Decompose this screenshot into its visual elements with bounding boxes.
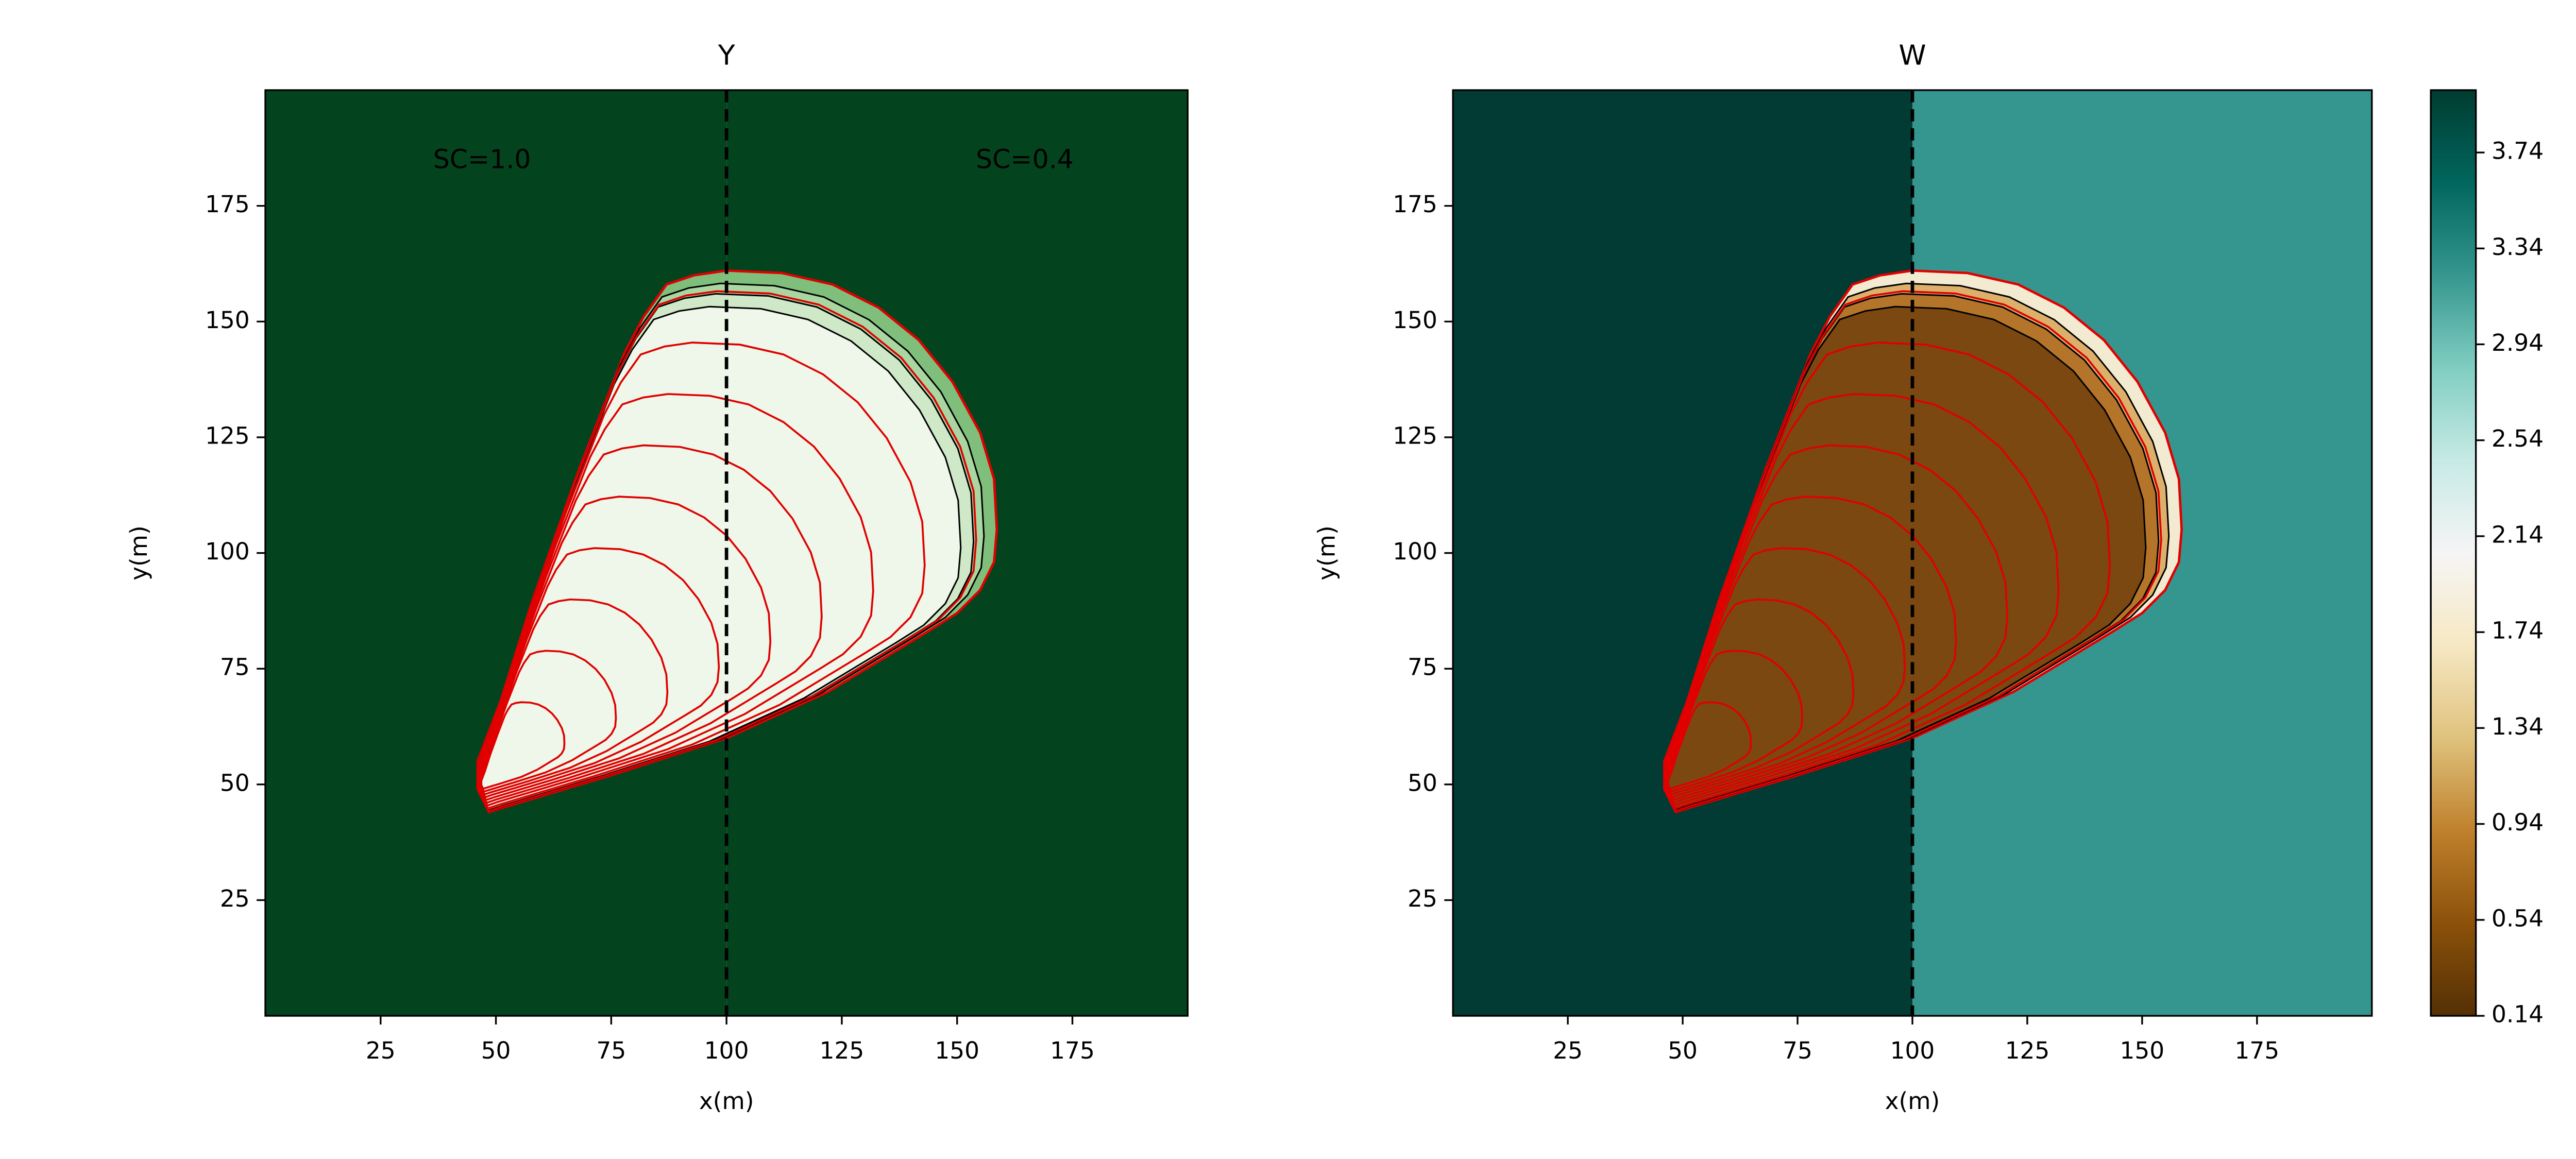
colorbar-tick-label: 2.54	[2492, 425, 2544, 452]
x-tick-label: 75	[1783, 1037, 1812, 1064]
y-tick-label: 125	[1393, 422, 1437, 449]
annotation: SC=1.0	[433, 144, 531, 174]
x-tick-label: 175	[2234, 1037, 2279, 1064]
perimeter-contour	[480, 650, 617, 793]
colorbar-tick-label: 2.14	[2492, 521, 2544, 548]
y-tick-label: 175	[205, 191, 250, 218]
perimeter-contour	[479, 598, 669, 796]
burn-region	[1664, 305, 2147, 811]
x-tick-label: 100	[1890, 1037, 1935, 1064]
y-tick-label: 150	[1393, 306, 1437, 334]
colorbar-tick-label: 0.94	[2492, 809, 2544, 836]
perimeter-contour	[1665, 496, 1957, 802]
perimeter-contour	[1664, 393, 2060, 807]
y-tick-label: 25	[1408, 885, 1437, 912]
x-axis-label: x(m)	[1885, 1087, 1940, 1115]
x-tick-label: 25	[366, 1037, 396, 1064]
y-tick-label: 50	[1408, 769, 1437, 796]
burn-region	[477, 305, 962, 811]
perimeter-contour	[1666, 598, 1855, 796]
x-tick-label: 125	[2005, 1037, 2050, 1064]
y-tick-label: 100	[205, 538, 250, 565]
colorbar	[2430, 89, 2477, 1017]
colorbar-tick-label: 1.34	[2492, 713, 2544, 740]
x-tick-label: 50	[481, 1037, 511, 1064]
perimeter-contour	[479, 547, 720, 798]
y-tick-label: 100	[1393, 538, 1437, 565]
annotation: SC=0.4	[976, 144, 1074, 174]
perimeter-contour	[1663, 290, 2162, 812]
perimeter-contour	[478, 444, 823, 804]
colorbar-tick-label: 2.94	[2492, 329, 2544, 356]
perimeter-contour	[477, 290, 977, 812]
y-tick-label: 25	[220, 885, 250, 912]
colorbar-tick-label: 1.74	[2492, 617, 2544, 644]
perimeter-contour	[1666, 547, 1906, 798]
chart-title: Y	[718, 39, 735, 72]
y-tick-label: 75	[1408, 654, 1437, 681]
perimeter-contour	[1667, 650, 1803, 793]
x-tick-label: 175	[1050, 1037, 1095, 1064]
x-tick-label: 100	[704, 1037, 749, 1064]
colorbar-tick-label: 3.34	[2492, 233, 2544, 261]
x-tick-label: 25	[1553, 1037, 1583, 1064]
x-tick-label: 50	[1668, 1037, 1698, 1064]
y-axis-label: y(m)	[125, 525, 152, 581]
colorbar-tick-label: 0.54	[2492, 905, 2544, 932]
perimeter-contour	[477, 342, 926, 810]
perimeter-contour	[1665, 444, 2008, 804]
colorbar-tick-label: 3.74	[2492, 138, 2544, 165]
y-tick-label: 175	[1393, 191, 1437, 218]
x-axis-label: x(m)	[699, 1087, 754, 1115]
y-tick-label: 75	[220, 654, 250, 681]
y-tick-label: 50	[220, 769, 250, 796]
y-tick-label: 150	[205, 306, 250, 334]
perimeter-contour	[480, 701, 566, 790]
y-axis-label: y(m)	[1313, 525, 1340, 581]
x-tick-label: 125	[820, 1037, 865, 1064]
colorbar-tick-label: 0.14	[2492, 1001, 2544, 1028]
perimeter-contour	[1664, 342, 2111, 810]
chart-title: W	[1899, 39, 1926, 72]
x-tick-label: 150	[2120, 1037, 2165, 1064]
perimeter-contour	[478, 496, 772, 802]
y-tick-label: 125	[205, 422, 250, 449]
perimeter-contour	[1667, 701, 1752, 790]
x-tick-label: 150	[935, 1037, 979, 1064]
x-tick-label: 75	[596, 1037, 626, 1064]
perimeter-contour	[478, 393, 874, 807]
